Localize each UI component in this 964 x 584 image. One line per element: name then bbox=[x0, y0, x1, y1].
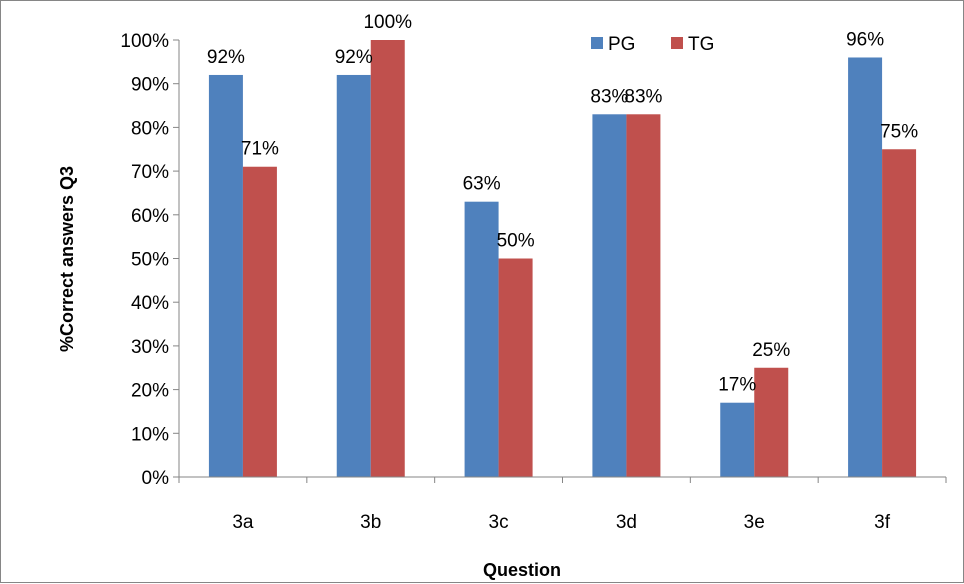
y-tick-label: 100% bbox=[120, 31, 169, 52]
bar-pg bbox=[208, 74, 243, 478]
y-tick-label: 80% bbox=[131, 118, 169, 139]
y-tick-label: 10% bbox=[131, 424, 169, 445]
y-axis-ticks: 0% 10% 20% 30% 40% 50% 60% 70% 80% 90% 100% bbox=[120, 31, 179, 489]
legend-label-tg: TG bbox=[688, 34, 714, 55]
y-tick-label: 60% bbox=[131, 206, 169, 227]
data-label-pg: 92% bbox=[335, 47, 373, 68]
data-label-pg: 92% bbox=[207, 47, 245, 68]
data-label-tg: 100% bbox=[363, 12, 412, 33]
bar-tg bbox=[498, 258, 533, 477]
bars bbox=[208, 40, 917, 478]
x-tick-label: 3b bbox=[360, 512, 381, 533]
x-tick-label: 3e bbox=[744, 512, 765, 533]
x-axis-ticks: 3a 3b 3c 3d 3e 3f bbox=[178, 477, 947, 533]
bar-pg bbox=[464, 201, 499, 477]
legend: PG TG bbox=[591, 34, 714, 55]
data-label-pg: 96% bbox=[846, 29, 884, 50]
data-label-tg: 71% bbox=[241, 139, 279, 160]
bar-tg bbox=[242, 166, 277, 478]
data-label-pg: 17% bbox=[718, 375, 756, 396]
y-axis-title: %Correct answers Q3 bbox=[57, 166, 77, 352]
data-label-pg: 83% bbox=[590, 86, 628, 107]
legend-swatch-pg bbox=[591, 37, 603, 49]
bar-pg bbox=[336, 74, 371, 478]
x-tick-label: 3d bbox=[616, 512, 637, 533]
y-tick-label: 20% bbox=[131, 381, 169, 402]
data-label-tg: 25% bbox=[752, 340, 790, 361]
bar-pg bbox=[848, 57, 883, 477]
bar-tg bbox=[754, 367, 789, 477]
x-tick-label: 3f bbox=[874, 512, 891, 533]
legend-label-pg: PG bbox=[608, 34, 635, 55]
bar-tg bbox=[370, 40, 405, 477]
data-label-pg: 63% bbox=[463, 174, 501, 195]
y-tick-label: 90% bbox=[131, 75, 169, 96]
data-labels: 92% 92% 63% 83% 17% 96% 71% 100% 50% 83% 25% 75% bbox=[207, 12, 918, 396]
x-tick-label: 3c bbox=[489, 512, 509, 533]
y-tick-label: 40% bbox=[131, 293, 169, 314]
bar-tg bbox=[882, 149, 917, 477]
x-axis-title: Question bbox=[483, 560, 561, 580]
data-label-tg: 50% bbox=[497, 231, 535, 252]
data-label-tg: 83% bbox=[624, 86, 662, 107]
x-tick-label: 3a bbox=[232, 512, 254, 533]
bar-pg bbox=[720, 402, 755, 477]
legend-swatch-tg bbox=[671, 37, 683, 49]
y-tick-label: 0% bbox=[142, 468, 170, 489]
data-label-tg: 75% bbox=[880, 121, 918, 142]
y-tick-label: 70% bbox=[131, 162, 169, 183]
y-tick-label: 50% bbox=[131, 250, 169, 271]
bar-pg bbox=[592, 114, 627, 477]
y-tick-label: 30% bbox=[131, 337, 169, 358]
bar-tg bbox=[626, 114, 661, 477]
